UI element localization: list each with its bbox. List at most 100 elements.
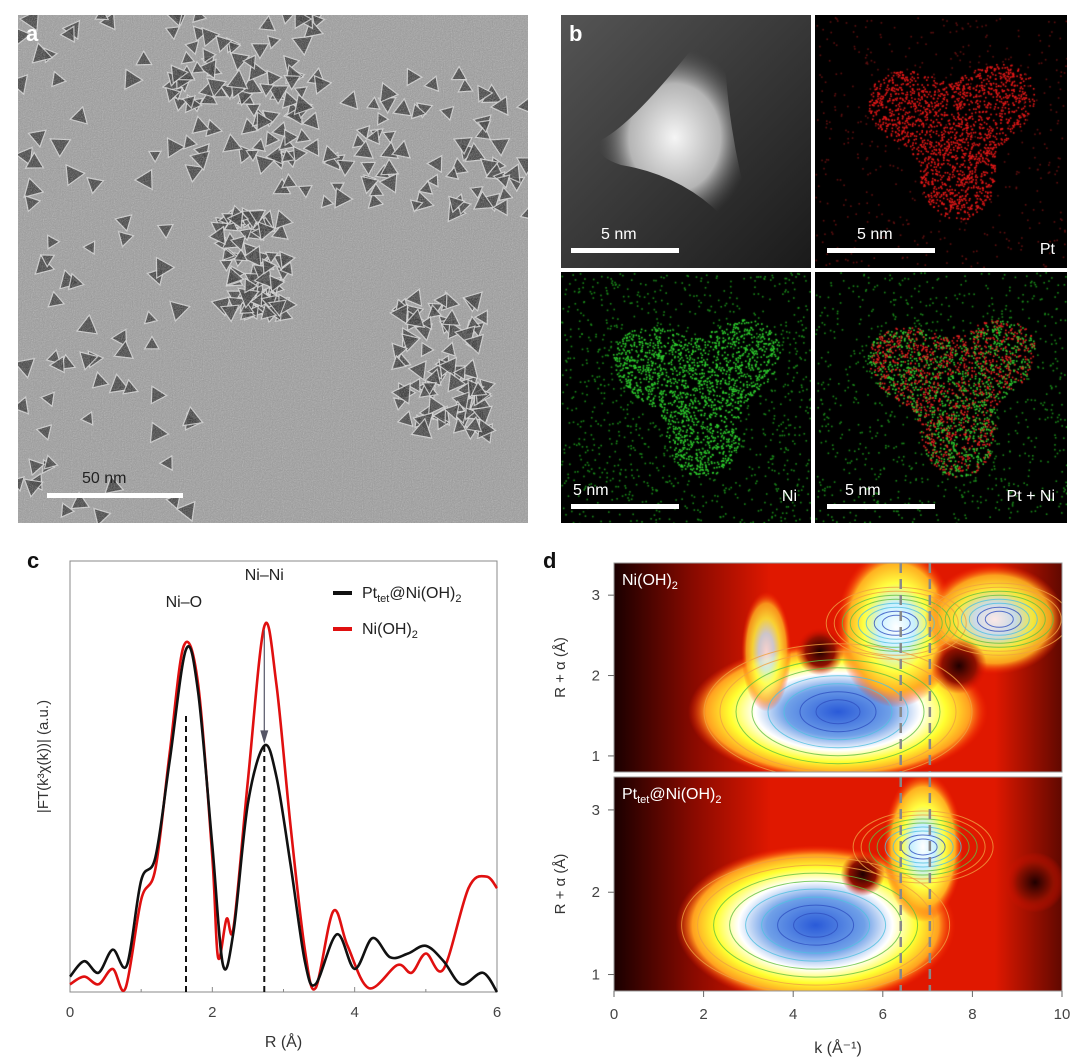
scalebar-b3-label: 5 nm xyxy=(573,482,609,499)
contour-line xyxy=(884,826,962,868)
contour-line xyxy=(860,814,986,880)
y-axis-label: R + α (Å) xyxy=(552,637,569,698)
contour-line xyxy=(833,590,959,656)
y-axis-label: R + α (Å) xyxy=(552,854,569,915)
contour-line xyxy=(825,586,967,660)
eds-map-overlay: 5 nm Pt + Ni xyxy=(815,272,1067,523)
y-tick-label: 2 xyxy=(592,668,600,685)
contour-line xyxy=(852,810,994,884)
minimum xyxy=(930,637,987,694)
title-sub: 2 xyxy=(672,580,678,592)
scalebar-b4 xyxy=(827,504,935,509)
scalebar-b4-label: 5 nm xyxy=(845,482,881,499)
contour-line xyxy=(761,896,871,954)
series-line xyxy=(68,645,499,993)
y-axis-label: |FT(k³χ(k))| (a.u.) xyxy=(35,700,52,813)
scalebar-a xyxy=(47,493,183,498)
haadf-image: b 5 nm xyxy=(561,15,811,268)
contour-line xyxy=(751,667,925,757)
contour-line xyxy=(783,683,893,741)
x-tick-label: 2 xyxy=(208,1004,216,1021)
x-tick-label: 6 xyxy=(493,1004,501,1021)
y-tick-label: 1 xyxy=(592,748,600,765)
contour-line xyxy=(767,675,909,749)
contour-line xyxy=(892,830,954,864)
overlay-map-canvas xyxy=(815,272,1067,523)
contour-line xyxy=(713,872,919,978)
plot-frame xyxy=(613,776,1063,992)
annotation-ni-ni: Ni–Ni xyxy=(245,567,284,584)
contour-line xyxy=(944,590,1054,648)
scalebar-a-label: 50 nm xyxy=(82,470,127,487)
heatmap-pt-tet-ni-oh2: 1 2 3 R + α (Å) Pttet@Ni(OH)2 xyxy=(552,776,1063,992)
maximum xyxy=(883,777,964,922)
contour-line xyxy=(976,606,1022,632)
element-label-pt: Pt xyxy=(1039,241,1055,258)
y-tick-label: 3 xyxy=(592,802,600,819)
x-axis-label: k (Å⁻¹) xyxy=(814,1038,862,1057)
element-label-ni: Ni xyxy=(781,488,797,505)
contour-line xyxy=(868,818,978,876)
minimum xyxy=(1005,852,1062,913)
legend-text: Ni(OH) xyxy=(362,621,412,638)
series-line xyxy=(69,621,499,992)
x-tick-label: 4 xyxy=(350,1004,358,1021)
contour-line xyxy=(815,699,861,725)
contour-line xyxy=(865,606,927,640)
contour-line xyxy=(960,598,1038,640)
heatmap-body xyxy=(614,563,1062,772)
annotation-ni-o: Ni–O xyxy=(166,594,202,611)
title-text: Pt xyxy=(622,786,638,803)
panel-c-label: c xyxy=(27,548,40,573)
y-tick-label: 2 xyxy=(592,884,600,901)
scalebar-b1-label: 5 nm xyxy=(601,226,637,243)
legend-sub: 2 xyxy=(455,593,461,605)
contour-line xyxy=(735,659,941,765)
eds-map-ni: 5 nm Ni xyxy=(561,272,811,523)
title-text: Ni(OH) xyxy=(622,572,672,589)
y-tick-label: 1 xyxy=(592,967,600,984)
contour-line xyxy=(793,912,839,938)
contour-line xyxy=(799,691,877,733)
contour-line xyxy=(745,888,887,962)
contour-line xyxy=(936,586,1062,652)
scalebar-b1 xyxy=(571,248,679,253)
contour-line xyxy=(876,822,970,872)
haadf-particle xyxy=(561,15,811,268)
legend-sub: tet xyxy=(377,593,389,605)
pt-map-canvas xyxy=(815,15,1067,268)
scalebar-b3 xyxy=(571,504,679,509)
contour-line xyxy=(881,614,911,632)
contour-line xyxy=(952,594,1046,644)
maximum-ni-o xyxy=(675,845,956,991)
scalebar-b2-label: 5 nm xyxy=(857,226,893,243)
y-tick-label: 3 xyxy=(592,587,600,604)
heatmap-body xyxy=(614,777,1062,991)
tem-texture xyxy=(18,15,528,523)
legend-label: Pttet@Ni(OH)2 xyxy=(362,585,462,605)
title-sub: tet xyxy=(637,794,649,806)
contour-line xyxy=(984,610,1014,628)
x-tick-label: 0 xyxy=(610,1006,618,1023)
subplot-title: Pttet@Ni(OH)2 xyxy=(622,786,722,806)
panel-a-label: a xyxy=(26,21,39,46)
contour-line xyxy=(777,904,855,946)
contour-line xyxy=(873,610,919,636)
legend-text: @Ni(OH) xyxy=(389,585,455,602)
legend-label: Ni(OH)2 xyxy=(362,621,418,641)
panel-b-label: b xyxy=(569,21,583,46)
x-tick-label: 10 xyxy=(1054,1006,1071,1023)
x-tick-label: 6 xyxy=(879,1006,887,1023)
x-tick-label: 8 xyxy=(968,1006,976,1023)
maximum xyxy=(741,591,792,712)
exafs-chart: 0 2 4 6 R (Å) |FT(k³χ(k))| (a.u.) Ni–O Ni–Ni Ptt… xyxy=(35,560,501,1051)
contour-line xyxy=(841,594,951,652)
x-tick-label: 0 xyxy=(66,1004,74,1021)
title-sub: 2 xyxy=(715,794,721,806)
legend-sub: 2 xyxy=(412,629,418,641)
plot-frame xyxy=(613,562,1063,773)
x-axis-label: R (Å) xyxy=(265,1032,302,1051)
legend-text: Pt xyxy=(362,585,378,602)
